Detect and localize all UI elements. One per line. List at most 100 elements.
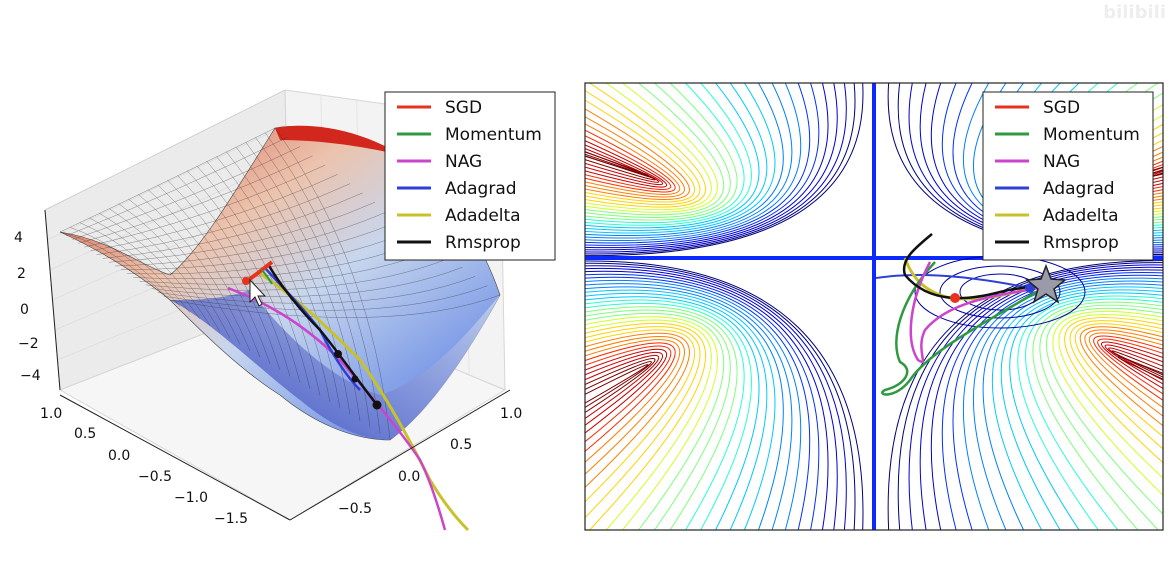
contour-line xyxy=(1114,353,1163,376)
mesh-line xyxy=(265,132,381,434)
contour-line xyxy=(941,272,1163,530)
mesh-line xyxy=(66,137,288,237)
legend-right: SGD Momentum NAG Adagrad Adadelta Rmsprop xyxy=(982,91,1154,261)
contour-line xyxy=(1032,301,1163,530)
y-tick-label: 0.0 xyxy=(398,469,420,485)
legend-label-sgd: SGD xyxy=(1043,98,1080,118)
contour-line xyxy=(982,283,1163,530)
mesh-line xyxy=(59,231,171,301)
contour-line xyxy=(585,361,652,408)
legend-label-adadelta: Adadelta xyxy=(1043,206,1119,226)
traj2d-momentum xyxy=(881,261,1046,396)
traj3d-rmsprop-point xyxy=(351,375,359,383)
surface-plot-3d: 4 2 0 −2 −4 1.0 0.5 0.0 −0.5 −1.0 −1.5 1… xyxy=(14,89,556,532)
contour-line xyxy=(585,83,731,218)
contour-line xyxy=(585,83,718,213)
contour-line xyxy=(1052,310,1163,496)
contour-line xyxy=(1000,289,1163,530)
contour-line xyxy=(585,329,695,503)
mesh-line xyxy=(121,220,401,271)
contour-line xyxy=(585,345,672,443)
contour-line xyxy=(585,289,776,530)
traj2d-sgd-point xyxy=(950,293,960,303)
z-tick-labels: 4 2 0 −2 −4 xyxy=(14,230,41,384)
z-tick-label: −2 xyxy=(18,336,39,352)
contour-line xyxy=(585,83,820,246)
traj3d-adadelta xyxy=(257,270,470,532)
mesh-line xyxy=(128,198,241,345)
x-tick-label: −0.5 xyxy=(138,469,172,485)
mesh-line xyxy=(163,285,488,311)
contour-line xyxy=(585,299,752,530)
contour-line xyxy=(585,83,838,251)
mesh-line xyxy=(167,179,281,371)
mesh-line xyxy=(157,276,476,304)
mesh-line xyxy=(108,201,376,263)
contour-line xyxy=(585,108,690,200)
mesh-line xyxy=(118,203,231,339)
mesh-line xyxy=(145,257,451,291)
contour-line xyxy=(585,83,856,255)
contour-line xyxy=(585,296,760,530)
contour-line xyxy=(585,265,847,530)
contour-line xyxy=(585,83,811,244)
contour-line xyxy=(952,274,1163,530)
watermark-logo: bilibili xyxy=(1103,2,1166,23)
legend-label-adagrad: Adagrad xyxy=(1043,179,1115,199)
contour-line xyxy=(1111,350,1163,378)
contour-line xyxy=(585,364,649,404)
saddle-surface-front xyxy=(170,290,500,440)
legend-label-nag: NAG xyxy=(445,152,482,172)
contour-line xyxy=(973,280,1163,530)
legend-left: SGD Momentum NAG Adagrad Adadelta Rmsprop xyxy=(384,91,556,261)
contour-line xyxy=(585,302,745,530)
legend-label-adadelta: Adadelta xyxy=(445,206,521,226)
mesh-line xyxy=(216,156,331,402)
contour-line xyxy=(585,144,664,186)
legend-label-momentum: Momentum xyxy=(1043,125,1140,145)
contour-line xyxy=(585,279,802,530)
contour-line xyxy=(585,342,676,453)
contour-line xyxy=(1117,356,1163,380)
x-tick-labels: 1.0 0.5 0.0 −0.5 −1.0 −1.5 xyxy=(40,406,248,527)
contour-line xyxy=(585,309,731,530)
traj3d-rmsprop-point xyxy=(372,400,382,410)
mesh-line xyxy=(225,151,341,409)
mesh-line xyxy=(84,164,326,248)
legend-box xyxy=(384,91,556,261)
surface-red-ridge xyxy=(275,125,400,155)
mouse-cursor-icon xyxy=(249,278,267,307)
contour-line xyxy=(585,151,656,181)
contour-line xyxy=(585,83,738,221)
contour-line xyxy=(919,266,1163,530)
contour-line xyxy=(585,83,793,239)
contour-line xyxy=(962,277,1163,530)
contour-line xyxy=(1046,307,1163,515)
contour-line xyxy=(585,90,701,206)
contour-line xyxy=(585,83,712,211)
contour-line xyxy=(585,286,784,530)
traj2d-adagrad xyxy=(875,274,1031,289)
contour-line xyxy=(1064,317,1163,464)
x-tick-label: −1.0 xyxy=(174,490,208,506)
contour-line xyxy=(1017,295,1163,530)
contour-line xyxy=(585,83,847,253)
contour-line xyxy=(585,83,725,216)
mesh-line xyxy=(235,146,351,415)
contour-line xyxy=(1101,341,1163,390)
y-tick-labels: 1.0 0.5 0.0 −0.5 xyxy=(338,406,522,517)
mesh-line xyxy=(206,160,321,396)
contour-line xyxy=(585,332,690,489)
contour-line xyxy=(585,123,681,195)
mesh-line xyxy=(78,155,313,244)
traj3d-momentum xyxy=(261,269,273,285)
traj3d-sgd-point xyxy=(242,277,250,285)
x-tick-label: 0.0 xyxy=(108,448,130,464)
contour-line xyxy=(585,339,681,463)
contour-line xyxy=(585,354,660,420)
mesh-line xyxy=(169,294,501,318)
contour-line xyxy=(585,83,829,249)
contour-line xyxy=(585,322,707,530)
contour-line xyxy=(585,326,701,519)
